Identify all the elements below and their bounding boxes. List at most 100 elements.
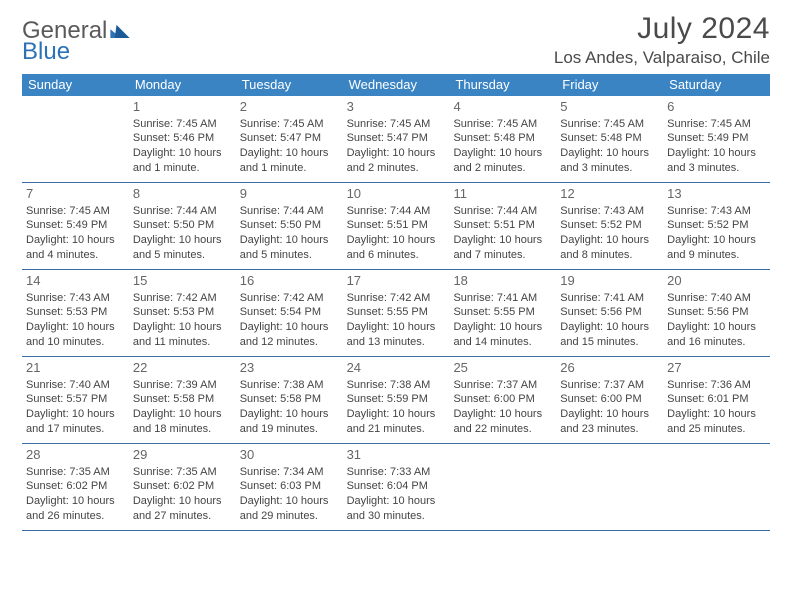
day-number: 22 bbox=[133, 359, 232, 377]
daylight-text: Daylight: 10 hours and 7 minutes. bbox=[453, 233, 552, 263]
day-cell: 11Sunrise: 7:44 AMSunset: 5:51 PMDayligh… bbox=[449, 183, 556, 269]
sunset-text: Sunset: 5:50 PM bbox=[133, 218, 232, 233]
day-number: 15 bbox=[133, 272, 232, 290]
day-cell: 21Sunrise: 7:40 AMSunset: 5:57 PMDayligh… bbox=[22, 357, 129, 443]
day-number: 21 bbox=[26, 359, 125, 377]
day-number: 28 bbox=[26, 446, 125, 464]
day-cell bbox=[22, 96, 129, 182]
sunset-text: Sunset: 6:03 PM bbox=[240, 479, 339, 494]
day-cell bbox=[449, 444, 556, 530]
day-number: 26 bbox=[560, 359, 659, 377]
sunset-text: Sunset: 5:51 PM bbox=[453, 218, 552, 233]
sunrise-text: Sunrise: 7:43 AM bbox=[560, 204, 659, 219]
day-cell: 19Sunrise: 7:41 AMSunset: 5:56 PMDayligh… bbox=[556, 270, 663, 356]
sunrise-text: Sunrise: 7:42 AM bbox=[347, 291, 446, 306]
sunset-text: Sunset: 5:53 PM bbox=[133, 305, 232, 320]
day-cell: 18Sunrise: 7:41 AMSunset: 5:55 PMDayligh… bbox=[449, 270, 556, 356]
daylight-text: Daylight: 10 hours and 2 minutes. bbox=[453, 146, 552, 176]
sunrise-text: Sunrise: 7:45 AM bbox=[347, 117, 446, 132]
day-cell bbox=[556, 444, 663, 530]
sunrise-text: Sunrise: 7:37 AM bbox=[560, 378, 659, 393]
sunset-text: Sunset: 5:49 PM bbox=[667, 131, 766, 146]
day-cell: 9Sunrise: 7:44 AMSunset: 5:50 PMDaylight… bbox=[236, 183, 343, 269]
sunset-text: Sunset: 5:47 PM bbox=[347, 131, 446, 146]
day-number: 1 bbox=[133, 98, 232, 116]
title-block: July 2024 Los Andes, Valparaiso, Chile bbox=[554, 12, 770, 68]
day-number: 25 bbox=[453, 359, 552, 377]
day-cell: 29Sunrise: 7:35 AMSunset: 6:02 PMDayligh… bbox=[129, 444, 236, 530]
daylight-text: Daylight: 10 hours and 19 minutes. bbox=[240, 407, 339, 437]
day-number: 23 bbox=[240, 359, 339, 377]
day-number: 7 bbox=[26, 185, 125, 203]
day-number: 20 bbox=[667, 272, 766, 290]
day-number: 19 bbox=[560, 272, 659, 290]
sunset-text: Sunset: 5:47 PM bbox=[240, 131, 339, 146]
sunrise-text: Sunrise: 7:35 AM bbox=[26, 465, 125, 480]
logo-mark-icon bbox=[110, 18, 130, 43]
day-cell: 31Sunrise: 7:33 AMSunset: 6:04 PMDayligh… bbox=[343, 444, 450, 530]
sunrise-text: Sunrise: 7:35 AM bbox=[133, 465, 232, 480]
daylight-text: Daylight: 10 hours and 17 minutes. bbox=[26, 407, 125, 437]
sunset-text: Sunset: 5:58 PM bbox=[133, 392, 232, 407]
day-number: 11 bbox=[453, 185, 552, 203]
sunset-text: Sunset: 5:51 PM bbox=[347, 218, 446, 233]
sunset-text: Sunset: 6:00 PM bbox=[560, 392, 659, 407]
daylight-text: Daylight: 10 hours and 12 minutes. bbox=[240, 320, 339, 350]
day-number: 8 bbox=[133, 185, 232, 203]
location-text: Los Andes, Valparaiso, Chile bbox=[554, 48, 770, 68]
logo: GeneralBlue bbox=[22, 12, 130, 64]
daylight-text: Daylight: 10 hours and 29 minutes. bbox=[240, 494, 339, 524]
daylight-text: Daylight: 10 hours and 22 minutes. bbox=[453, 407, 552, 437]
sunrise-text: Sunrise: 7:44 AM bbox=[240, 204, 339, 219]
day-number: 4 bbox=[453, 98, 552, 116]
day-cell: 8Sunrise: 7:44 AMSunset: 5:50 PMDaylight… bbox=[129, 183, 236, 269]
sunset-text: Sunset: 6:04 PM bbox=[347, 479, 446, 494]
sunset-text: Sunset: 5:48 PM bbox=[453, 131, 552, 146]
sunset-text: Sunset: 5:48 PM bbox=[560, 131, 659, 146]
sunset-text: Sunset: 5:59 PM bbox=[347, 392, 446, 407]
day-number: 2 bbox=[240, 98, 339, 116]
sunrise-text: Sunrise: 7:41 AM bbox=[560, 291, 659, 306]
sunset-text: Sunset: 5:56 PM bbox=[560, 305, 659, 320]
day-number: 29 bbox=[133, 446, 232, 464]
day-number: 18 bbox=[453, 272, 552, 290]
weekday-header: Monday bbox=[129, 74, 236, 96]
day-cell: 16Sunrise: 7:42 AMSunset: 5:54 PMDayligh… bbox=[236, 270, 343, 356]
sunrise-text: Sunrise: 7:40 AM bbox=[26, 378, 125, 393]
weekday-header: Friday bbox=[556, 74, 663, 96]
daylight-text: Daylight: 10 hours and 23 minutes. bbox=[560, 407, 659, 437]
week-row: 14Sunrise: 7:43 AMSunset: 5:53 PMDayligh… bbox=[22, 270, 770, 357]
sunrise-text: Sunrise: 7:44 AM bbox=[133, 204, 232, 219]
sunrise-text: Sunrise: 7:45 AM bbox=[560, 117, 659, 132]
weekday-header: Thursday bbox=[449, 74, 556, 96]
day-cell: 20Sunrise: 7:40 AMSunset: 5:56 PMDayligh… bbox=[663, 270, 770, 356]
sunrise-text: Sunrise: 7:45 AM bbox=[26, 204, 125, 219]
day-cell: 26Sunrise: 7:37 AMSunset: 6:00 PMDayligh… bbox=[556, 357, 663, 443]
day-cell: 30Sunrise: 7:34 AMSunset: 6:03 PMDayligh… bbox=[236, 444, 343, 530]
calendar-page: GeneralBlue July 2024 Los Andes, Valpara… bbox=[0, 0, 792, 543]
weekday-header: Wednesday bbox=[343, 74, 450, 96]
sunrise-text: Sunrise: 7:43 AM bbox=[26, 291, 125, 306]
sunset-text: Sunset: 6:01 PM bbox=[667, 392, 766, 407]
day-cell: 4Sunrise: 7:45 AMSunset: 5:48 PMDaylight… bbox=[449, 96, 556, 182]
weekday-header: Sunday bbox=[22, 74, 129, 96]
daylight-text: Daylight: 10 hours and 27 minutes. bbox=[133, 494, 232, 524]
sunset-text: Sunset: 5:52 PM bbox=[560, 218, 659, 233]
sunrise-text: Sunrise: 7:39 AM bbox=[133, 378, 232, 393]
sunset-text: Sunset: 5:52 PM bbox=[667, 218, 766, 233]
sunrise-text: Sunrise: 7:42 AM bbox=[240, 291, 339, 306]
week-row: 28Sunrise: 7:35 AMSunset: 6:02 PMDayligh… bbox=[22, 444, 770, 531]
day-cell: 1Sunrise: 7:45 AMSunset: 5:46 PMDaylight… bbox=[129, 96, 236, 182]
sunset-text: Sunset: 5:55 PM bbox=[347, 305, 446, 320]
day-cell: 27Sunrise: 7:36 AMSunset: 6:01 PMDayligh… bbox=[663, 357, 770, 443]
day-number: 6 bbox=[667, 98, 766, 116]
day-number: 16 bbox=[240, 272, 339, 290]
day-cell: 6Sunrise: 7:45 AMSunset: 5:49 PMDaylight… bbox=[663, 96, 770, 182]
day-cell: 28Sunrise: 7:35 AMSunset: 6:02 PMDayligh… bbox=[22, 444, 129, 530]
sunset-text: Sunset: 5:55 PM bbox=[453, 305, 552, 320]
day-cell: 14Sunrise: 7:43 AMSunset: 5:53 PMDayligh… bbox=[22, 270, 129, 356]
sunrise-text: Sunrise: 7:38 AM bbox=[240, 378, 339, 393]
week-row: 1Sunrise: 7:45 AMSunset: 5:46 PMDaylight… bbox=[22, 96, 770, 183]
daylight-text: Daylight: 10 hours and 1 minute. bbox=[240, 146, 339, 176]
sunrise-text: Sunrise: 7:33 AM bbox=[347, 465, 446, 480]
